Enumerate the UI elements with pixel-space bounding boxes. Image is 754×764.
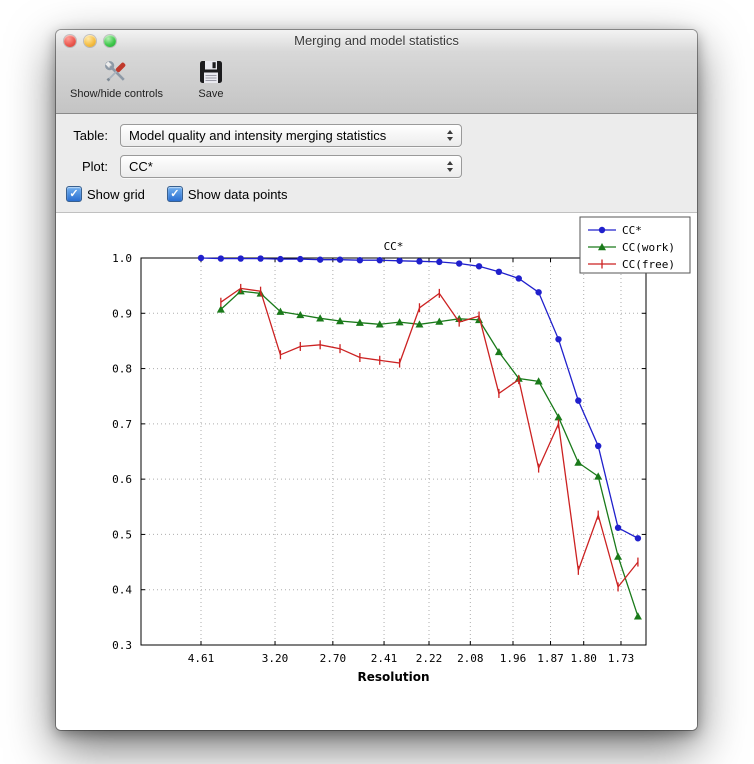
svg-text:CC(work): CC(work) <box>622 241 675 254</box>
svg-text:CC*: CC* <box>384 240 404 253</box>
svg-text:4.61: 4.61 <box>188 652 215 665</box>
svg-text:2.22: 2.22 <box>416 652 443 665</box>
tools-icon <box>102 58 130 86</box>
svg-text:1.80: 1.80 <box>570 652 597 665</box>
chart: 1.0 0.9 0.8 0.7 0.6 0.5 0.4 0.3 4.61 3.20 2.70 2.41… <box>56 213 697 718</box>
show-hide-controls-button[interactable]: Show/hide controls <box>66 56 167 102</box>
show-grid-checkbox[interactable]: ✓ <box>66 186 82 202</box>
check-icon: ✓ <box>69 187 79 200</box>
svg-text:0.4: 0.4 <box>112 584 132 597</box>
svg-text:2.08: 2.08 <box>457 652 484 665</box>
svg-text:0.7: 0.7 <box>112 418 132 431</box>
plot-label: Plot: <box>81 159 108 174</box>
table-row: Table: Model quality and intensity mergi… <box>56 124 697 147</box>
controls-panel: Table: Model quality and intensity mergi… <box>56 114 697 213</box>
chart-panel: 1.0 0.9 0.8 0.7 0.6 0.5 0.4 0.3 4.61 3.20 2.70 2.41… <box>56 213 697 730</box>
svg-text:CC(free): CC(free) <box>622 258 675 271</box>
svg-text:1.87: 1.87 <box>537 652 564 665</box>
table-label: Table: <box>73 128 108 143</box>
svg-text:0.5: 0.5 <box>112 528 132 541</box>
plot-select-value: CC* <box>129 159 153 174</box>
svg-text:1.73: 1.73 <box>608 652 635 665</box>
svg-text:3.20: 3.20 <box>262 652 289 665</box>
svg-text:1.96: 1.96 <box>500 652 527 665</box>
save-icon <box>197 58 225 86</box>
popup-arrows-icon <box>442 130 458 141</box>
toolbar-item-label: Save <box>198 88 224 100</box>
toolbar: Show/hide controls Save <box>56 52 697 114</box>
svg-text:0.8: 0.8 <box>112 363 132 376</box>
plot-select[interactable]: CC* <box>120 155 462 178</box>
plot-row: Plot: CC* <box>56 155 697 178</box>
toolbar-item-label: Show/hide controls <box>70 88 163 100</box>
check-icon: ✓ <box>170 187 180 200</box>
svg-text:Resolution: Resolution <box>357 670 429 684</box>
window-title: Merging and model statistics <box>294 33 459 48</box>
titlebar: Merging and model statistics <box>56 30 697 52</box>
table-select-value: Model quality and intensity merging stat… <box>129 128 387 143</box>
svg-text:CC*: CC* <box>622 224 642 237</box>
show-data-points-label: Show data points <box>187 186 288 202</box>
show-data-points-checkbox[interactable]: ✓ <box>166 186 183 202</box>
svg-text:0.6: 0.6 <box>112 473 132 486</box>
save-button[interactable]: Save <box>193 56 229 102</box>
svg-text:0.9: 0.9 <box>112 307 132 320</box>
svg-text:2.70: 2.70 <box>320 652 347 665</box>
minimize-button[interactable] <box>84 35 96 47</box>
popup-arrows-icon <box>442 161 458 172</box>
close-button[interactable] <box>64 35 76 47</box>
svg-text:2.41: 2.41 <box>371 652 398 665</box>
window-controls <box>64 35 116 47</box>
table-select[interactable]: Model quality and intensity merging stat… <box>120 124 462 147</box>
zoom-button[interactable] <box>104 35 116 47</box>
svg-text:0.3: 0.3 <box>112 639 132 652</box>
checkbox-row: ✓ Show grid ✓ Show data points <box>66 186 697 202</box>
svg-text:1.0: 1.0 <box>112 252 132 265</box>
show-grid-label: Show grid <box>87 186 145 202</box>
app-window: Merging and model statistics <box>56 30 697 730</box>
